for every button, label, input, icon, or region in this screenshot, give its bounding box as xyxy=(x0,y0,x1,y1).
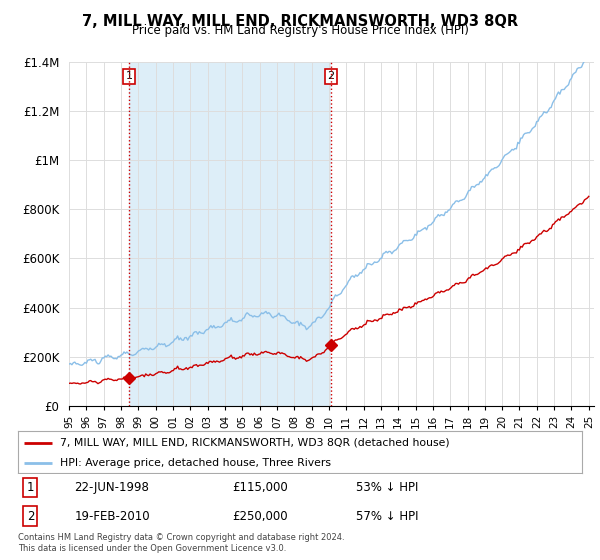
Bar xyxy=(129,62,331,406)
Text: 7, MILL WAY, MILL END, RICKMANSWORTH, WD3 8QR (detached house): 7, MILL WAY, MILL END, RICKMANSWORTH, WD… xyxy=(60,437,450,447)
Text: HPI: Average price, detached house, Three Rivers: HPI: Average price, detached house, Thre… xyxy=(60,458,331,468)
Text: 1: 1 xyxy=(125,71,133,81)
Text: Price paid vs. HM Land Registry's House Price Index (HPI): Price paid vs. HM Land Registry's House … xyxy=(131,24,469,37)
Text: 1: 1 xyxy=(26,481,34,494)
Text: 2: 2 xyxy=(26,510,34,522)
Text: 22-JUN-1998: 22-JUN-1998 xyxy=(74,481,149,494)
Text: £250,000: £250,000 xyxy=(232,510,288,522)
Text: 57% ↓ HPI: 57% ↓ HPI xyxy=(356,510,419,522)
Text: Contains HM Land Registry data © Crown copyright and database right 2024.
This d: Contains HM Land Registry data © Crown c… xyxy=(18,533,344,553)
Text: 53% ↓ HPI: 53% ↓ HPI xyxy=(356,481,419,494)
Text: 7, MILL WAY, MILL END, RICKMANSWORTH, WD3 8QR: 7, MILL WAY, MILL END, RICKMANSWORTH, WD… xyxy=(82,14,518,29)
Text: £115,000: £115,000 xyxy=(232,481,288,494)
Text: 2: 2 xyxy=(328,71,335,81)
Text: 19-FEB-2010: 19-FEB-2010 xyxy=(74,510,150,522)
